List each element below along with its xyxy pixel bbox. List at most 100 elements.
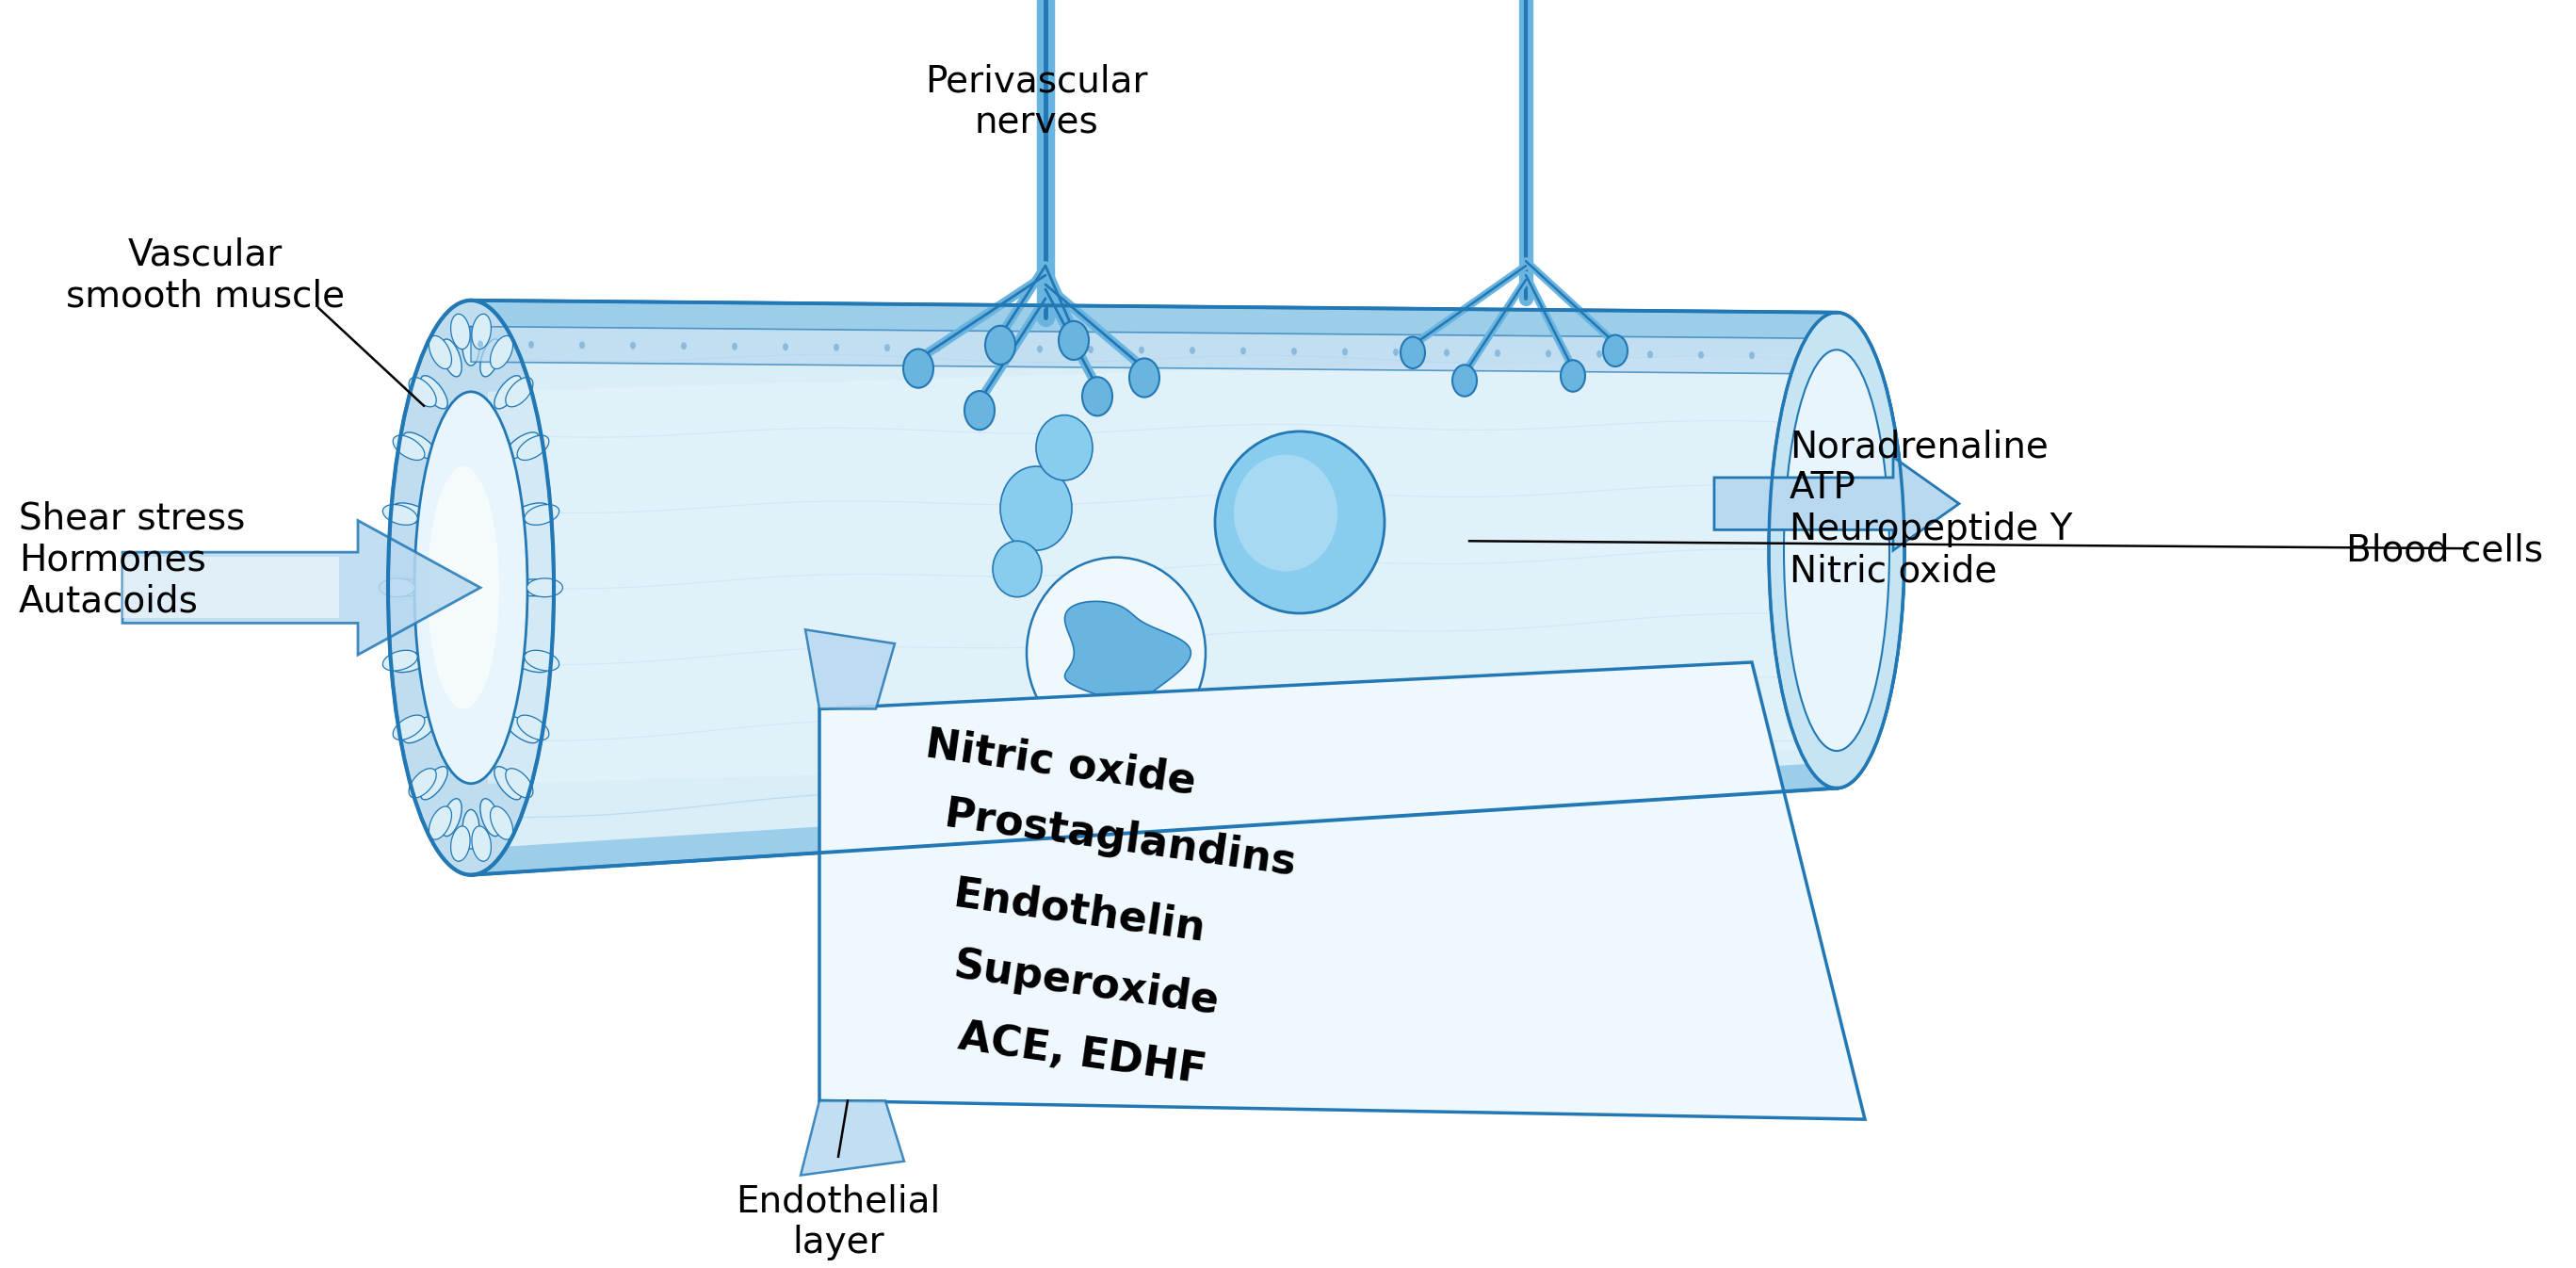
Text: Blood cells: Blood cells [2347,533,2543,568]
Ellipse shape [440,799,461,836]
Polygon shape [471,301,1837,339]
Ellipse shape [1602,335,1628,366]
Ellipse shape [513,579,554,596]
Ellipse shape [477,340,484,347]
Ellipse shape [963,391,994,430]
Ellipse shape [394,435,425,460]
Ellipse shape [471,825,492,861]
Ellipse shape [1453,365,1476,397]
Ellipse shape [489,336,513,369]
Ellipse shape [1087,346,1092,354]
Ellipse shape [1216,431,1383,614]
Polygon shape [801,1101,904,1175]
Ellipse shape [410,768,435,798]
Ellipse shape [1401,337,1425,368]
Ellipse shape [392,503,430,522]
Ellipse shape [580,341,585,349]
Ellipse shape [884,344,891,351]
Ellipse shape [1028,558,1206,748]
Text: Shear stress
Hormones
Autacoids: Shear stress Hormones Autacoids [18,501,245,619]
Ellipse shape [479,339,500,377]
Ellipse shape [1190,346,1195,354]
Ellipse shape [495,766,520,800]
Ellipse shape [389,301,554,875]
Text: ACE, EDHF: ACE, EDHF [956,1017,1208,1092]
Ellipse shape [410,378,435,407]
Ellipse shape [415,392,528,784]
Ellipse shape [935,345,940,353]
Polygon shape [487,351,1837,784]
Ellipse shape [1139,346,1144,354]
Ellipse shape [505,432,538,459]
Ellipse shape [1291,347,1296,355]
Ellipse shape [1342,349,1347,355]
Ellipse shape [984,326,1015,364]
Ellipse shape [430,336,451,369]
Ellipse shape [430,806,451,839]
Text: Noradrenaline
ATP
Neuropeptide Y
Nitric oxide: Noradrenaline ATP Neuropeptide Y Nitric … [1790,429,2074,590]
Ellipse shape [1394,349,1399,356]
Ellipse shape [1128,359,1159,397]
Text: Endothelial
layer: Endothelial layer [737,1183,940,1260]
Ellipse shape [1059,321,1090,360]
Ellipse shape [384,505,417,525]
Text: Endothelin: Endothelin [951,875,1208,950]
Ellipse shape [471,314,492,349]
Polygon shape [1713,456,1960,550]
Ellipse shape [680,342,688,350]
Ellipse shape [464,810,479,848]
Polygon shape [471,326,1837,374]
Text: Superoxide: Superoxide [951,946,1221,1023]
Ellipse shape [518,715,549,741]
Ellipse shape [1082,377,1113,416]
Ellipse shape [1749,351,1754,359]
Ellipse shape [1445,349,1450,356]
Ellipse shape [495,375,520,408]
Ellipse shape [528,341,533,349]
Ellipse shape [1646,351,1654,359]
Polygon shape [819,662,1865,1120]
Ellipse shape [404,432,438,459]
Ellipse shape [1785,350,1888,751]
Ellipse shape [732,342,737,350]
Ellipse shape [440,339,461,377]
Ellipse shape [999,467,1072,550]
Ellipse shape [384,650,417,671]
Ellipse shape [528,578,562,597]
Polygon shape [806,630,894,709]
Ellipse shape [428,467,500,709]
Ellipse shape [1038,345,1043,353]
Ellipse shape [1561,360,1584,392]
Ellipse shape [1546,350,1551,358]
Ellipse shape [404,716,438,743]
Ellipse shape [420,375,448,408]
Ellipse shape [1036,415,1092,481]
Ellipse shape [783,344,788,351]
Ellipse shape [526,650,559,671]
Ellipse shape [379,578,415,597]
Ellipse shape [394,715,425,741]
Ellipse shape [464,326,479,365]
Polygon shape [471,762,1837,875]
Ellipse shape [1494,350,1499,356]
Ellipse shape [904,349,933,388]
Text: Nitric oxide: Nitric oxide [922,724,1198,803]
Ellipse shape [389,579,428,596]
Ellipse shape [518,435,549,460]
Ellipse shape [631,342,636,349]
Ellipse shape [1770,312,1904,789]
Text: Perivascular
nerves: Perivascular nerves [925,63,1146,141]
Ellipse shape [420,766,448,800]
Ellipse shape [513,652,549,672]
Ellipse shape [489,806,513,839]
Ellipse shape [392,652,430,672]
Ellipse shape [451,825,469,861]
Ellipse shape [992,541,1041,597]
Ellipse shape [513,503,549,522]
Ellipse shape [835,344,840,351]
Ellipse shape [1242,347,1247,355]
Ellipse shape [987,345,992,353]
Text: Vascular
smooth muscle: Vascular smooth muscle [67,237,345,313]
Ellipse shape [505,716,538,743]
Ellipse shape [1597,350,1602,358]
